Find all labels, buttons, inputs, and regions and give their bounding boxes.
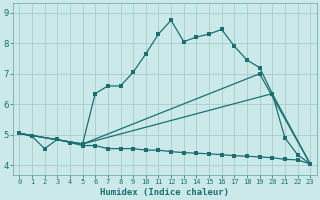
X-axis label: Humidex (Indice chaleur): Humidex (Indice chaleur): [100, 188, 229, 197]
